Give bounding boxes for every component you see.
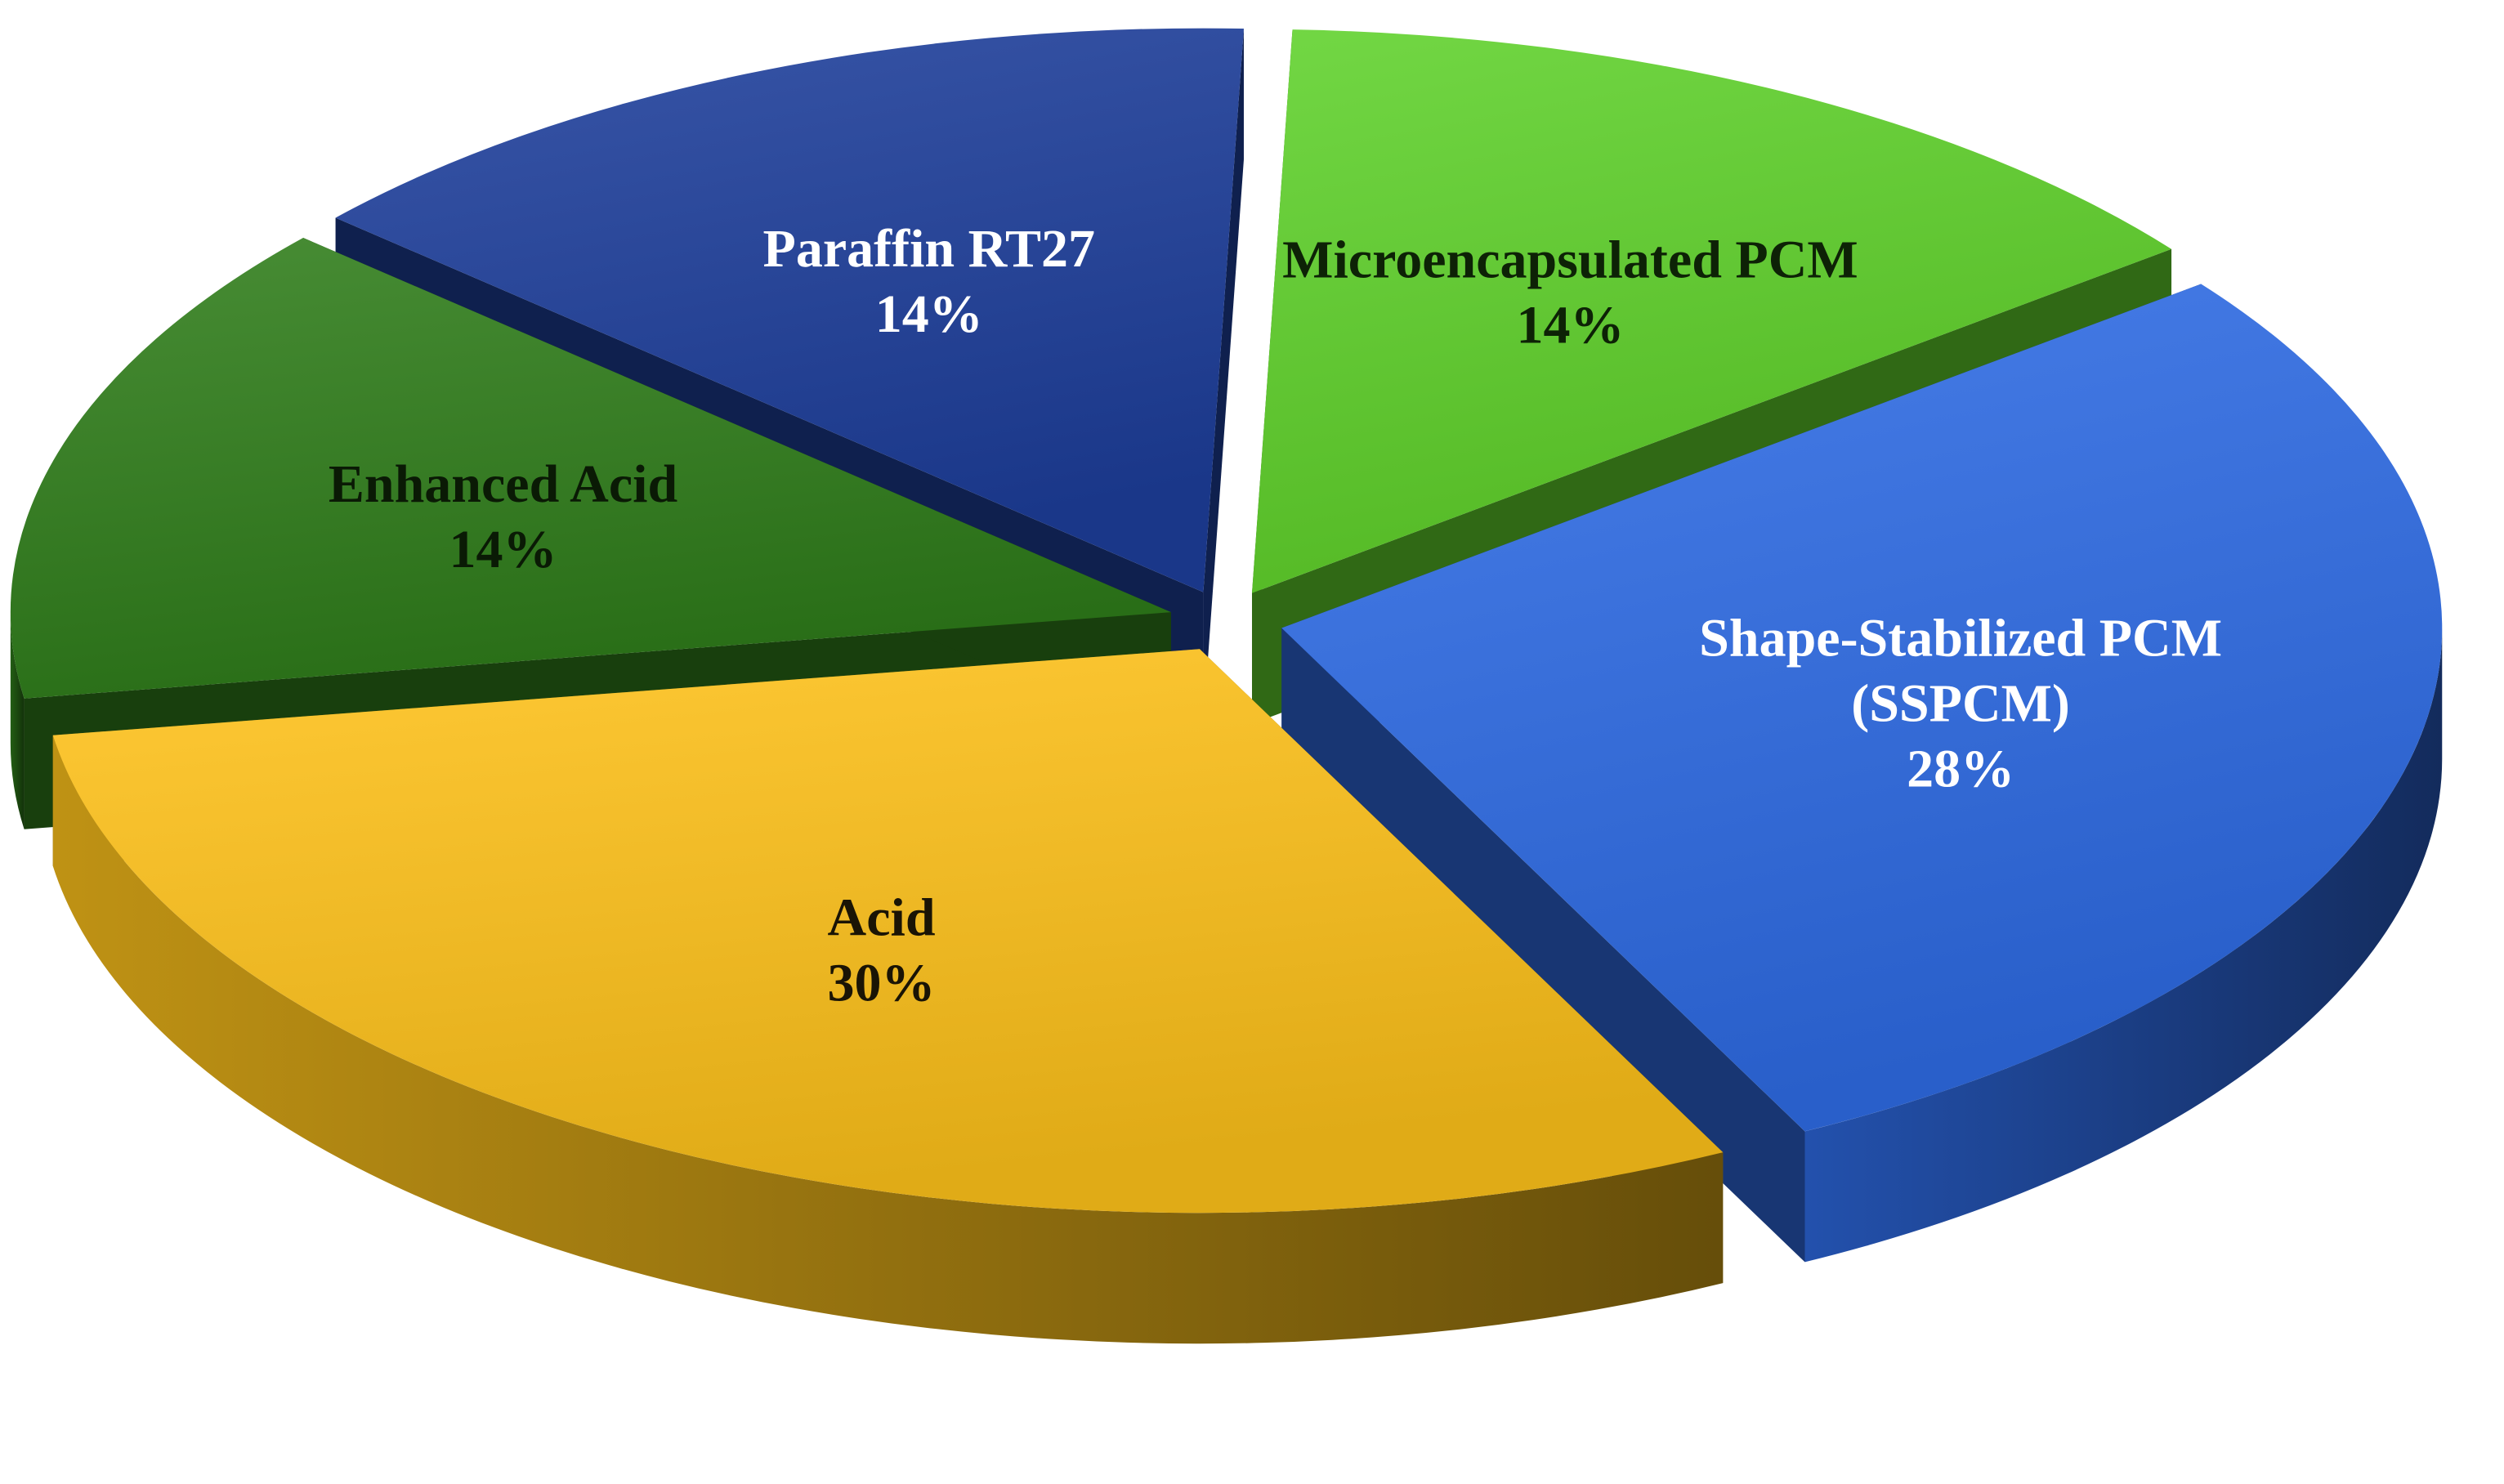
slice-labels: Paraffin RT27 14%Microencapsulated PCM 14%… [329, 219, 2222, 1012]
slice-label-line-paraffin-rt27-0: Paraffin RT27 [763, 219, 1095, 279]
slice-wall-paraffin-rt27-1 [1203, 29, 1244, 723]
slice-enhanced-acid [10, 238, 1171, 699]
slice-label-line-acid-1: 30% [828, 953, 936, 1012]
slice-label-shape-stabilized-pcm-sspcm: Shape-Stabilized PCM (SSPCM) 28% [1699, 608, 2222, 798]
slice-microencapsulated-pcm [1251, 29, 2172, 593]
slice-side-enhanced-acid [10, 612, 25, 829]
slice-label-line-microencapsulated-pcm-0: Microencapsulated PCM [1282, 230, 1858, 290]
slice-label-enhanced-acid: Enhanced Acid 14% [329, 454, 677, 579]
slice-label-line-enhanced-acid-1: 14% [449, 520, 557, 579]
slice-tops [10, 28, 2443, 1214]
slice-label-line-shape-stabilized-pcm-sspcm-1: (SSPCM) [1851, 673, 2070, 733]
slice-label-microencapsulated-pcm: Microencapsulated PCM 14% [1282, 230, 1858, 355]
slice-acid [52, 649, 1724, 1214]
slice-label-line-paraffin-rt27-1: 14% [875, 284, 983, 344]
slice-label-line-enhanced-acid-0: Enhanced Acid [329, 454, 677, 514]
slice-shape-stabilized-pcm-sspcm [1281, 284, 2443, 1132]
slice-label-acid: Acid 30% [828, 887, 936, 1012]
slice-wall-shape-stabilized-pcm-sspcm-1 [1281, 628, 1805, 1263]
slice-label-line-microencapsulated-pcm-1: 14% [1516, 296, 1624, 355]
slice-label-line-shape-stabilized-pcm-sspcm-2: 28% [1907, 739, 2014, 798]
slice-side-shape-stabilized-pcm-sspcm [1804, 628, 2443, 1263]
slice-side-acid [52, 735, 1724, 1344]
slice-label-line-shape-stabilized-pcm-sspcm-0: Shape-Stabilized PCM [1699, 608, 2222, 668]
slice-paraffin-rt27 [335, 28, 1244, 592]
slice-label-line-acid-0: Acid [828, 887, 936, 947]
slice-label-paraffin-rt27: Paraffin RT27 14% [763, 219, 1095, 344]
